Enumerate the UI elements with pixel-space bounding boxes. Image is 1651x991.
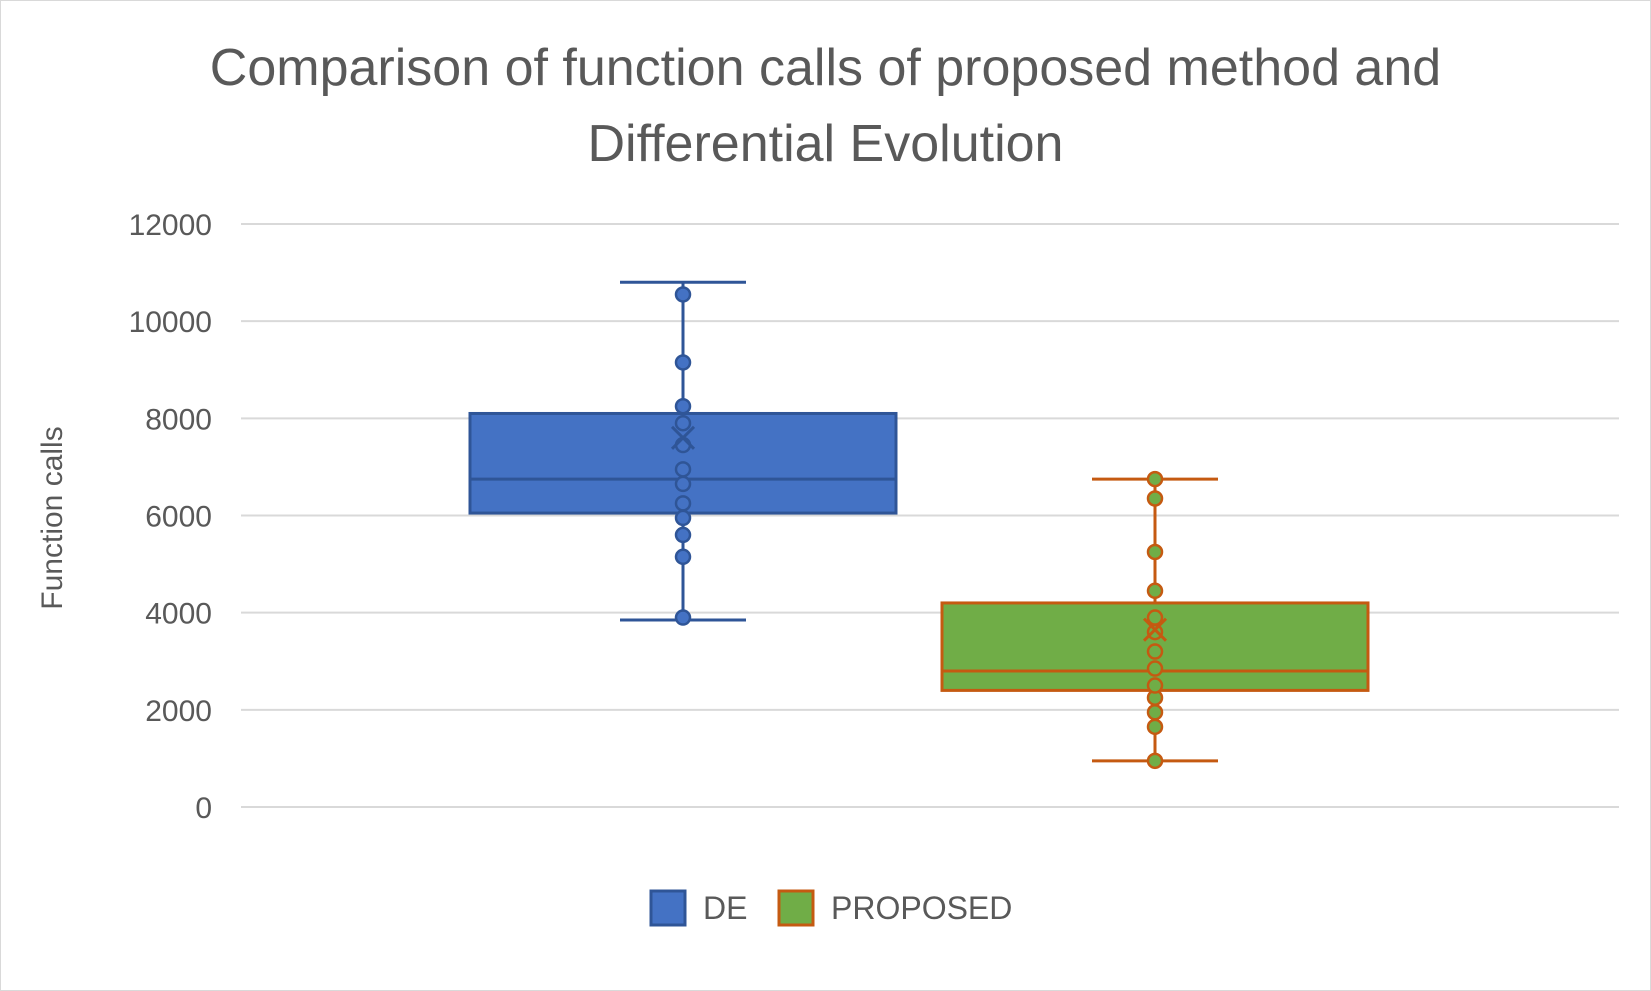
data-point bbox=[1146, 677, 1164, 694]
data-point bbox=[674, 397, 692, 415]
data-point bbox=[1146, 752, 1164, 770]
y-axis-ticks: 0 2000 4000 6000 8000 10000 12000 bbox=[129, 209, 212, 825]
y-tick-label: 2000 bbox=[145, 695, 212, 728]
box-series bbox=[468, 280, 1370, 770]
data-point bbox=[1146, 470, 1164, 488]
data-point bbox=[674, 495, 692, 512]
data-point bbox=[674, 436, 692, 454]
data-point bbox=[674, 286, 692, 303]
data-point bbox=[1146, 623, 1164, 641]
data-point bbox=[1146, 543, 1164, 561]
chart-title-line-1: Comparison of function calls of proposed… bbox=[209, 39, 1442, 97]
box-group-proposed bbox=[940, 470, 1370, 770]
y-tick-label: 8000 bbox=[145, 403, 212, 436]
y-tick-label: 6000 bbox=[145, 501, 212, 534]
legend: DE PROPOSED bbox=[649, 889, 1012, 927]
data-point bbox=[1146, 582, 1164, 600]
y-tick-label: 0 bbox=[195, 792, 212, 825]
data-point bbox=[674, 414, 692, 432]
legend-label: PROPOSED bbox=[831, 890, 1012, 926]
data-point bbox=[1146, 718, 1164, 736]
data-point bbox=[1146, 609, 1164, 626]
chart-title: Comparison of function calls of proposed… bbox=[0, 30, 1651, 182]
gridlines bbox=[241, 223, 1619, 808]
data-point bbox=[1146, 660, 1164, 677]
chart-title-line-2: Differential Evolution bbox=[587, 115, 1064, 173]
data-point bbox=[674, 609, 692, 626]
legend-item-proposed: PROPOSED bbox=[777, 889, 1012, 927]
data-point bbox=[1146, 643, 1164, 660]
mean-marker bbox=[1142, 617, 1168, 642]
y-tick-label: 10000 bbox=[129, 306, 212, 339]
legend-swatch bbox=[777, 889, 815, 927]
data-point bbox=[674, 548, 692, 566]
legend-label: DE bbox=[703, 890, 747, 926]
data-point bbox=[1146, 490, 1164, 507]
legend-swatch bbox=[649, 889, 687, 927]
data-point bbox=[674, 354, 692, 371]
legend-item-de: DE bbox=[649, 889, 747, 927]
data-point bbox=[674, 509, 692, 527]
data-point bbox=[1146, 704, 1164, 721]
mean-marker bbox=[670, 425, 696, 450]
data-point bbox=[674, 461, 692, 478]
y-tick-label: 4000 bbox=[145, 598, 212, 631]
data-point bbox=[674, 526, 692, 544]
y-tick-label: 12000 bbox=[129, 209, 212, 242]
data-point bbox=[674, 475, 692, 493]
box-group-de bbox=[468, 280, 898, 626]
y-axis-title: Function calls bbox=[36, 426, 69, 609]
